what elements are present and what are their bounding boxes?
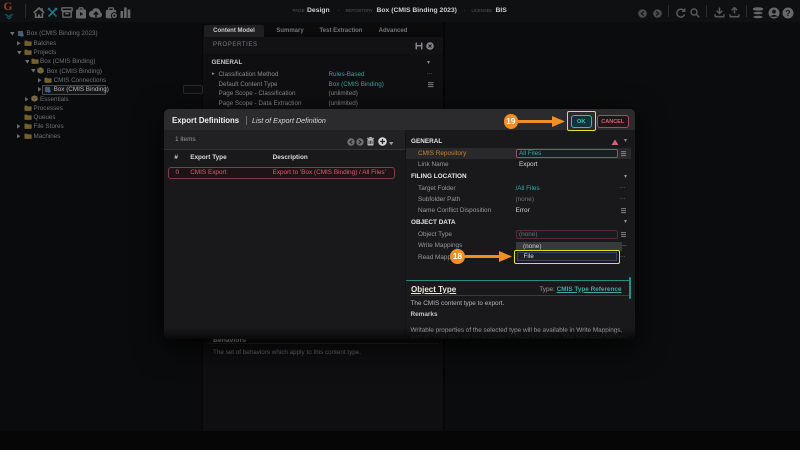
svg-text:?: ? (785, 7, 790, 17)
